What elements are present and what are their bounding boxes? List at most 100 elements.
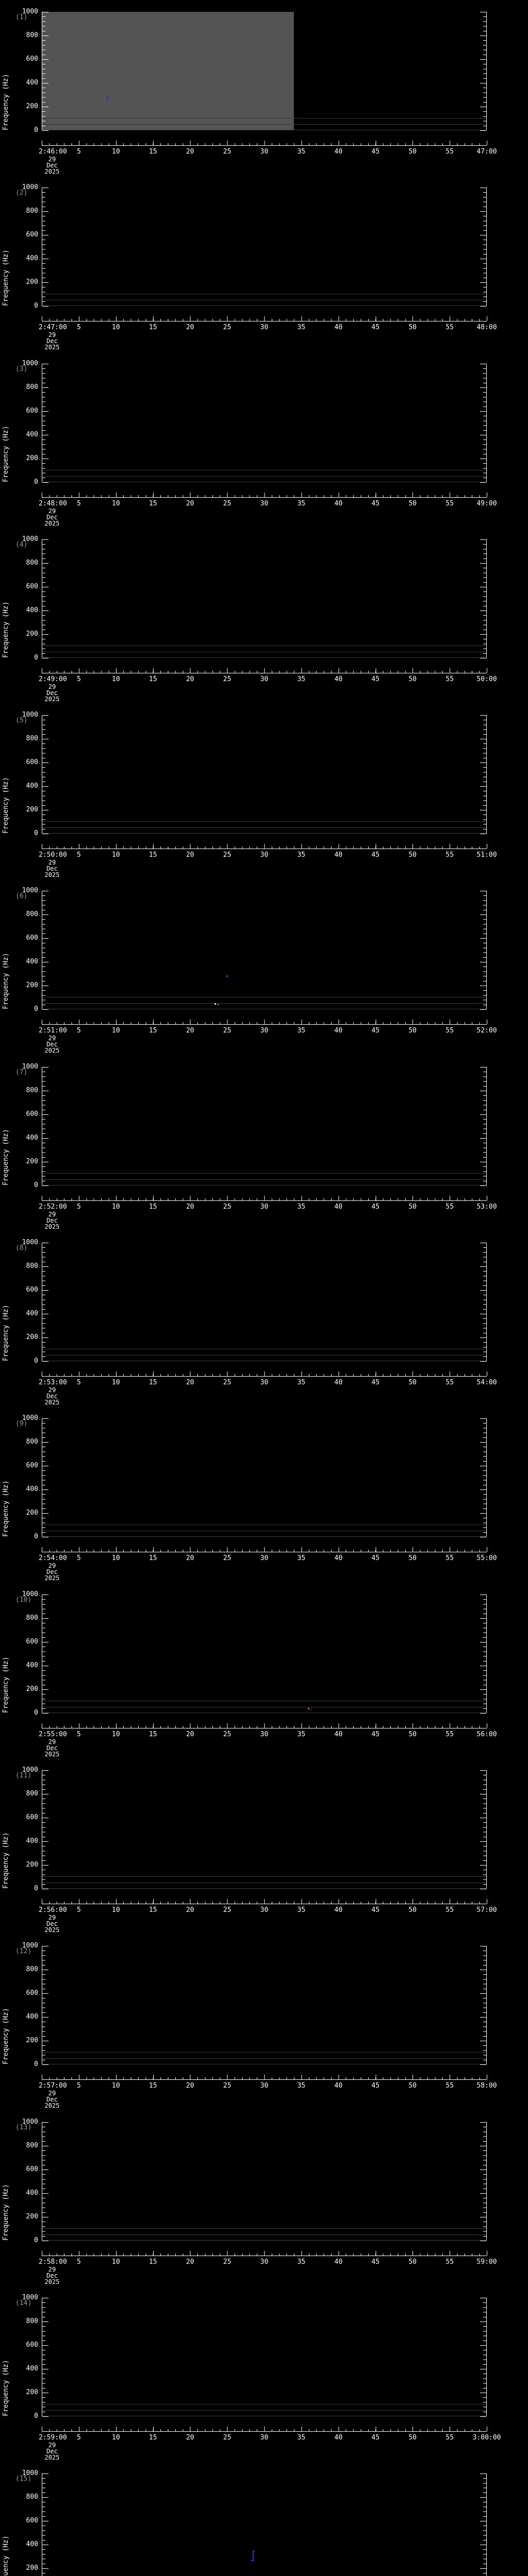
interference-line-100hz [42, 2052, 487, 2053]
x-tick-label: 20 [186, 2082, 194, 2090]
event-mark [308, 1707, 310, 1710]
date-line: 29 [48, 683, 56, 690]
y-tick-label: 400 [26, 1134, 38, 1142]
y-tick-label: 1000 [22, 2118, 38, 2126]
spectrogram-panel: (9) Frequency (Hz) 29 Dec 2025 1000 800 600 4… [0, 1406, 528, 1582]
spectrogram-panel: (13) Frequency (Hz) 29 Dec 2025 1000 800 600… [0, 2110, 528, 2286]
x-end-time-label: 56:00 [476, 1731, 497, 1738]
x-tick-label: 35 [297, 324, 306, 331]
y-tick-label: 600 [26, 1462, 38, 1469]
x-axis-major-ticks [42, 316, 487, 321]
date-line: 29 [48, 1211, 56, 1218]
event-mark [214, 1003, 217, 1005]
x-tick-label: 50 [408, 675, 417, 683]
x-tick-label: 15 [148, 1906, 157, 1914]
x-tick-label: 25 [223, 324, 232, 331]
x-tick-label: 50 [408, 1027, 417, 1035]
y-tick-label: 600 [26, 1638, 38, 1646]
y-tick-label: 600 [26, 55, 38, 63]
y-tick-label: 0 [34, 2060, 38, 2068]
x-axis-minor-ticks [42, 143, 487, 145]
date-line: 29 [48, 2090, 56, 2097]
x-axis-major-ticks [42, 2427, 487, 2431]
x-tick-label: 10 [112, 500, 120, 507]
y-tick-label: 800 [26, 559, 38, 567]
date-line: 2025 [44, 2278, 60, 2285]
event-mark [107, 96, 109, 98]
panel-index-label: (2) [15, 189, 28, 197]
x-axis-date-label: 29 Dec 2025 [36, 332, 68, 350]
y-axis-title: Frequency (Hz) [2, 74, 10, 130]
x-axis-line [42, 145, 487, 146]
y-tick-label: 800 [26, 1087, 38, 1094]
y-axis-title: Frequency (Hz) [2, 249, 10, 306]
x-tick-label: 45 [371, 1731, 380, 1738]
x-tick-label: 15 [148, 675, 157, 683]
x-axis-date-label: 29 Dec 2025 [36, 859, 68, 878]
x-tick-label: 55 [446, 2434, 454, 2442]
y-tick-label: 0 [34, 2236, 38, 2244]
y-tick-label: 1000 [22, 1766, 38, 1774]
y-tick-label: 800 [26, 1262, 38, 1270]
interference-line-50hz [42, 1003, 487, 1004]
x-tick-label: 10 [112, 1731, 120, 1738]
y-axis-title: Frequency (Hz) [2, 1832, 10, 1889]
x-tick-label: 10 [112, 1906, 120, 1914]
y-axis-right-major-ticks [480, 1595, 486, 1714]
x-end-time-label: 53:00 [476, 1203, 497, 1211]
y-tick-label: 400 [26, 2540, 38, 2548]
x-tick-label: 55 [446, 148, 454, 156]
x-tick-label: 30 [260, 1203, 269, 1211]
panel-index-label: (7) [15, 1069, 28, 1076]
x-tick-label: 55 [446, 500, 454, 507]
x-axis-major-ticks [42, 1371, 487, 1376]
date-line: 29 [48, 156, 56, 163]
x-axis-minor-ticks [42, 495, 487, 497]
y-axis-left-major-ticks [42, 1770, 48, 1889]
y-axis-left-major-ticks [42, 2298, 48, 2417]
x-tick-label: 10 [112, 1203, 120, 1211]
y-axis-right-line [486, 1067, 487, 1185]
x-tick-label: 25 [223, 1203, 232, 1211]
y-tick-label: 1000 [22, 1414, 38, 1422]
panel-index-label: (4) [15, 541, 28, 549]
event-mark [252, 2551, 254, 2561]
x-tick-label: 30 [260, 148, 269, 156]
x-tick-label: 50 [408, 1731, 417, 1738]
date-line: Dec [46, 1568, 58, 1575]
x-tick-label: 5 [76, 1731, 81, 1738]
x-axis-major-ticks [42, 844, 487, 849]
x-tick-label: 20 [186, 1731, 194, 1738]
coverage-block [42, 12, 294, 130]
x-tick-label: 45 [371, 2434, 380, 2442]
date-line: Dec [46, 2448, 58, 2455]
x-tick-label: 45 [371, 1906, 380, 1914]
y-axis-right-line [486, 715, 487, 834]
interference-line-50hz [42, 2410, 487, 2411]
y-axis-right-line [486, 891, 487, 1009]
y-tick-label: 200 [26, 2037, 38, 2044]
x-tick-label: 20 [186, 148, 194, 156]
x-axis-minor-ticks [42, 1902, 487, 1904]
y-axis-right-major-ticks [480, 1067, 486, 1186]
x-tick-label: 55 [446, 1027, 454, 1035]
y-tick-label: 800 [26, 735, 38, 742]
y-tick-label: 200 [26, 981, 38, 989]
x-tick-label: 20 [186, 2434, 194, 2442]
spectrogram-plot [42, 2298, 487, 2417]
interference-line-100hz [42, 1524, 487, 1525]
x-tick-label: 50 [408, 1203, 417, 1211]
x-axis-minor-ticks [42, 1022, 487, 1024]
x-tick-label: 35 [297, 1027, 306, 1035]
x-tick-label: 30 [260, 1731, 269, 1738]
x-tick-label: 30 [260, 2434, 269, 2442]
x-tick-label: 55 [446, 2258, 454, 2266]
y-tick-label: 800 [26, 31, 38, 39]
y-axis-left-major-ticks [42, 1595, 48, 1714]
y-axis-title: Frequency (Hz) [2, 953, 10, 1009]
date-line: Dec [46, 337, 58, 345]
x-tick-label: 10 [112, 851, 120, 859]
x-tick-label: 5 [76, 851, 81, 859]
panel-index-label: (14) [15, 2299, 32, 2307]
panel-index-label: (6) [15, 892, 28, 900]
